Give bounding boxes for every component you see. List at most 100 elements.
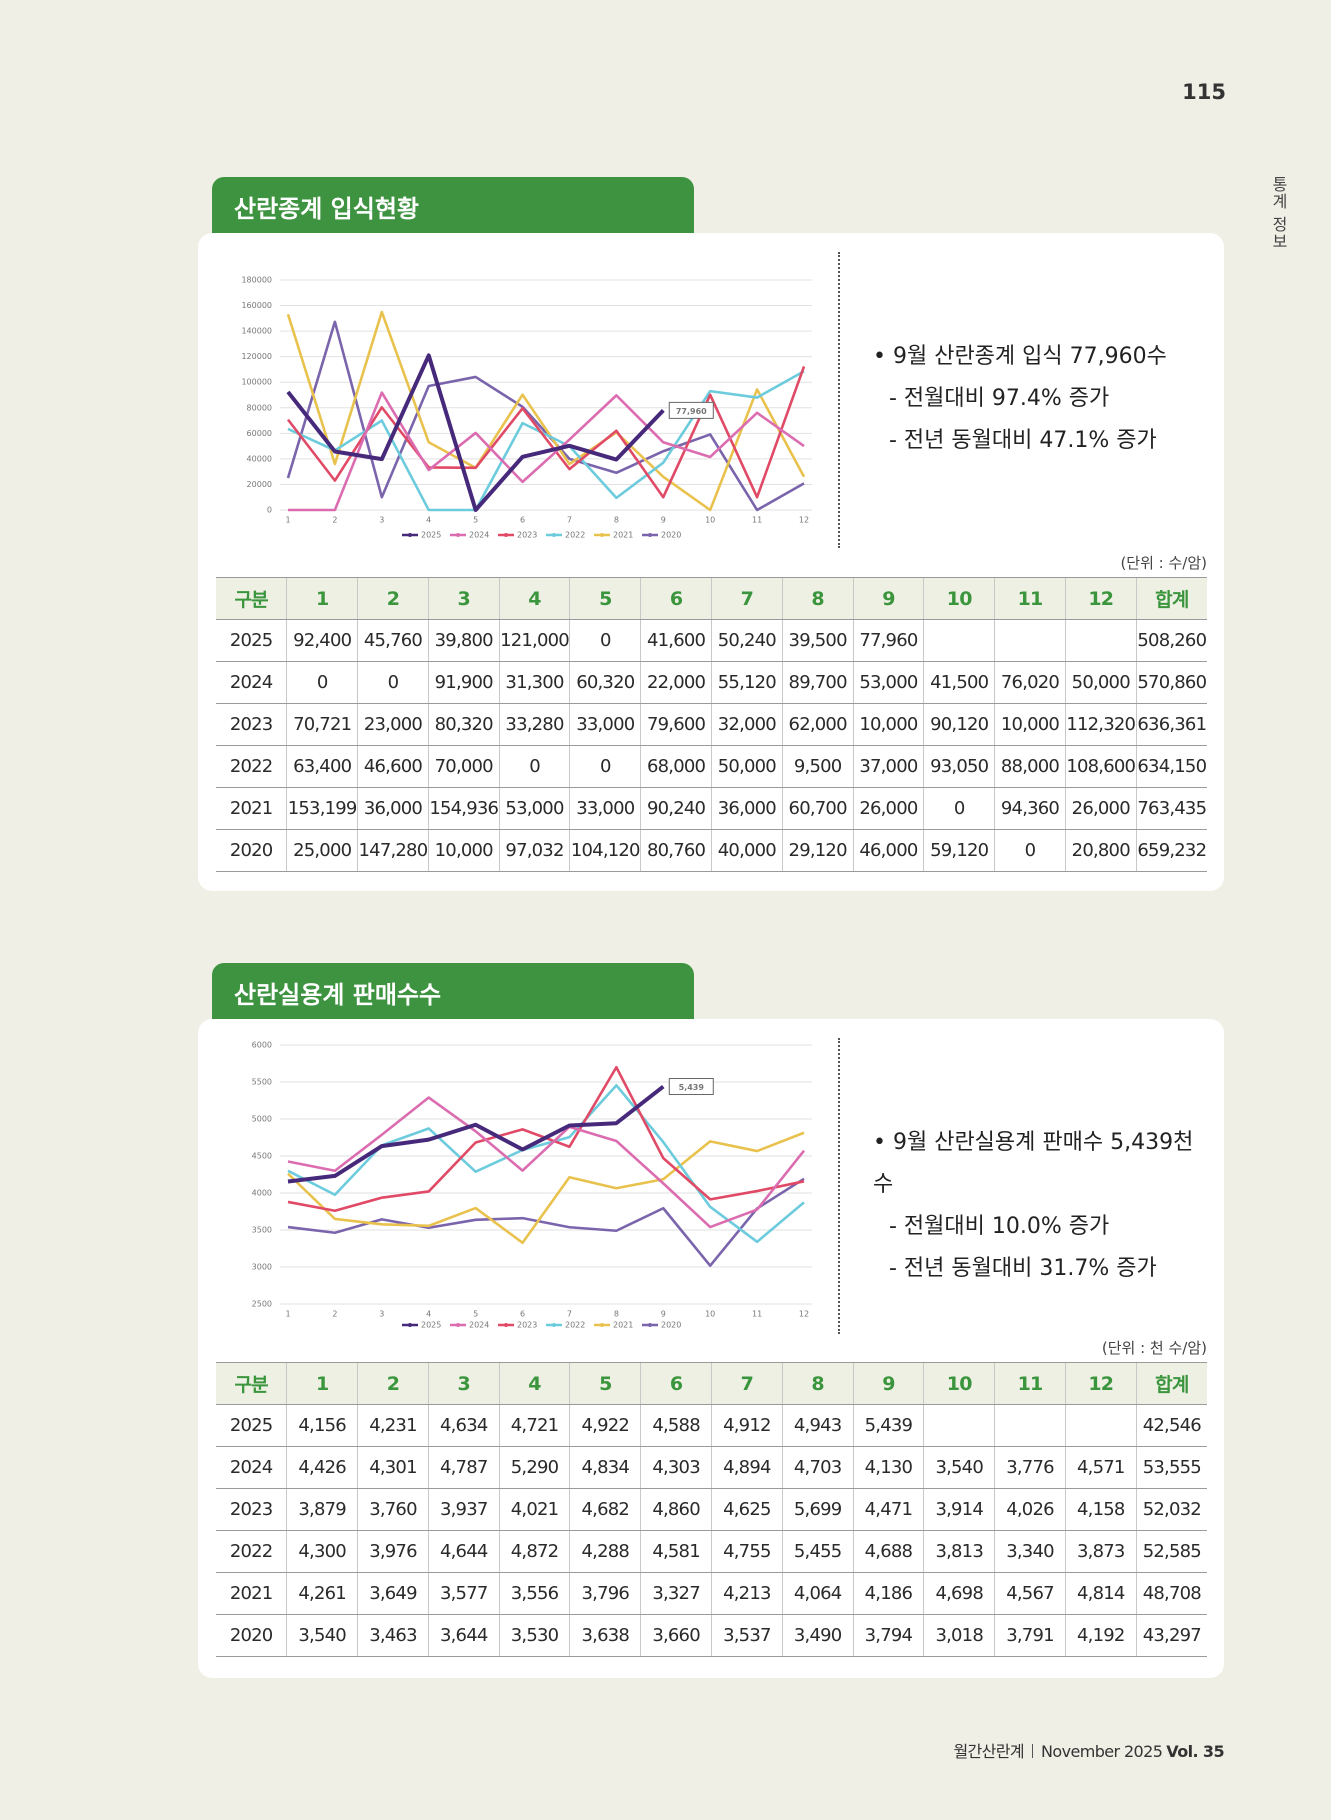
- cell: 2022: [216, 745, 287, 788]
- series-line: [286, 320, 805, 512]
- cell: 10,000: [427, 829, 500, 872]
- legend-label: 2022: [565, 531, 585, 540]
- header-cell: 5: [569, 1362, 641, 1405]
- cell: 4,581: [640, 1530, 712, 1573]
- cell: 508,260: [1135, 619, 1207, 662]
- series-line: [287, 1084, 665, 1184]
- row: 2021 153,199 36,000 154,936 53,000 33,000 90,2…: [216, 787, 1207, 830]
- cell: 3,791: [994, 1614, 1066, 1657]
- cell: 4,634: [427, 1404, 500, 1447]
- legend-label: 2024: [469, 1321, 489, 1330]
- cell: 32,000: [710, 703, 783, 746]
- header-cell: 4: [498, 1362, 570, 1405]
- cell: 4,130: [852, 1446, 924, 1489]
- cell: 50,240: [710, 619, 783, 662]
- cell: 60,320: [569, 661, 641, 704]
- bullet: • 9월 산란실용계 판매수 5,439천수: [873, 1130, 1194, 1197]
- x-tick-label: 5: [473, 516, 478, 525]
- cell: 46,600: [357, 745, 429, 788]
- cell: 33,000: [569, 703, 641, 746]
- page-number: 115: [1182, 80, 1226, 104]
- header-cell: 3: [427, 577, 500, 620]
- cell: 4,787: [427, 1446, 500, 1489]
- cell: 3,638: [569, 1614, 641, 1657]
- cell: 4,625: [710, 1488, 783, 1531]
- cell: 4,471: [852, 1488, 924, 1531]
- cell: 3,879: [286, 1488, 358, 1531]
- cell: 53,000: [852, 661, 924, 704]
- cell: 41,500: [923, 661, 995, 704]
- legend-dot: [600, 1323, 604, 1327]
- cell: 26,000: [852, 787, 924, 830]
- cell: 3,796: [569, 1572, 641, 1615]
- cell: 0: [286, 661, 358, 704]
- header-cell: 7: [710, 1362, 783, 1405]
- cell: 97,032: [498, 829, 570, 872]
- cell: 121,000: [498, 619, 570, 662]
- cell: 92,400: [286, 619, 358, 662]
- legend-label: 2020: [661, 1321, 681, 1330]
- bullet: - 전월대비 10.0% 증가: [889, 1214, 1110, 1239]
- x-tick-label: 11: [752, 516, 762, 525]
- cell: 4,644: [427, 1530, 500, 1573]
- cell: 80,320: [427, 703, 500, 746]
- cell: 52,585: [1135, 1530, 1207, 1573]
- cell: 3,463: [357, 1614, 429, 1657]
- cell: 53,000: [498, 787, 570, 830]
- series-line: [287, 1131, 805, 1245]
- cell: 4,912: [710, 1404, 783, 1447]
- cell: 3,490: [781, 1614, 854, 1657]
- cell: 79,600: [640, 703, 712, 746]
- cell: 5,290: [498, 1446, 570, 1489]
- cell: [1064, 619, 1137, 662]
- cell: 43,297: [1135, 1614, 1207, 1657]
- cell: 41,600: [640, 619, 712, 662]
- y-tick-label: 60000: [247, 429, 272, 438]
- cell: 3,018: [923, 1614, 995, 1657]
- row: 2024 0 0 91,900 31,300 60,320 22,000 55,120 89,7…: [216, 661, 1207, 704]
- cell: 3,760: [357, 1488, 429, 1531]
- x-tick-label: 2: [332, 516, 337, 525]
- x-tick-label: 10: [705, 516, 715, 525]
- legend-dot: [552, 533, 556, 537]
- y-tick-label: 5000: [252, 1115, 272, 1124]
- header-cell: 구분: [216, 1362, 287, 1405]
- cell: 112,320: [1064, 703, 1137, 746]
- header-cell: 9: [852, 1362, 924, 1405]
- side-label: 통계 정보: [1269, 176, 1288, 251]
- bullet: - 전년 동월대비 31.7% 증가: [889, 1256, 1157, 1281]
- cell: 3,327: [640, 1572, 712, 1615]
- cell: 4,872: [498, 1530, 570, 1573]
- x-tick-label: 12: [799, 516, 809, 525]
- cell: 4,571: [1064, 1446, 1137, 1489]
- cell: 2024: [216, 1446, 287, 1489]
- cell: 33,000: [569, 787, 641, 830]
- series-line: [287, 370, 805, 512]
- summary: • 9월 산란실용계 판매수 5,439천수 - 전월대비 10.0% 증가 -…: [873, 1122, 1213, 1290]
- cell: [994, 619, 1066, 662]
- cell: 4,288: [569, 1530, 641, 1573]
- series-line: [287, 1096, 806, 1229]
- legend-label: 2025: [421, 531, 441, 540]
- legend-label: 2023: [517, 1321, 537, 1330]
- cell: 70,721: [286, 703, 358, 746]
- cell: 2020: [216, 829, 287, 872]
- cell: 90,120: [923, 703, 995, 746]
- x-tick-label: 9: [661, 516, 666, 525]
- cell: 3,649: [357, 1572, 429, 1615]
- row: 2024 4,426 4,301 4,787 5,290 4,834 4,303 4,894 4…: [216, 1446, 1207, 1489]
- x-tick-label: 8: [614, 516, 619, 525]
- cell: 2021: [216, 1572, 287, 1615]
- cell: 3,340: [994, 1530, 1066, 1573]
- x-tick-label: 6: [520, 516, 525, 525]
- cell: 5,455: [781, 1530, 854, 1573]
- cell: 2021: [216, 787, 287, 830]
- cell: 2023: [216, 703, 287, 746]
- cell: 55,120: [710, 661, 783, 704]
- header-cell: 10: [923, 1362, 995, 1405]
- x-tick-label: 3: [379, 516, 384, 525]
- header-cell: 2: [357, 577, 429, 620]
- cell: 3,937: [427, 1488, 500, 1531]
- y-tick-label: 4500: [252, 1152, 272, 1161]
- header-cell: 7: [710, 577, 783, 620]
